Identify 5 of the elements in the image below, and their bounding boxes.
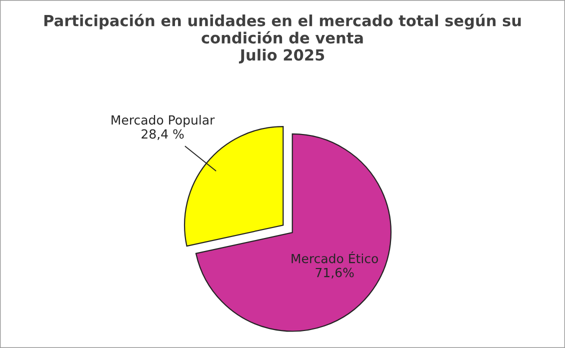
data-label: 28,4 % bbox=[142, 129, 184, 140]
chart-title: Participación en unidades en el mercado total según su condición de venta Julio 2025 bbox=[44, 14, 521, 64]
data-label: 71,6% bbox=[316, 268, 354, 279]
slice-label: Mercado Popular bbox=[112, 115, 215, 128]
slice-label: Mercado Ético bbox=[292, 252, 378, 264]
